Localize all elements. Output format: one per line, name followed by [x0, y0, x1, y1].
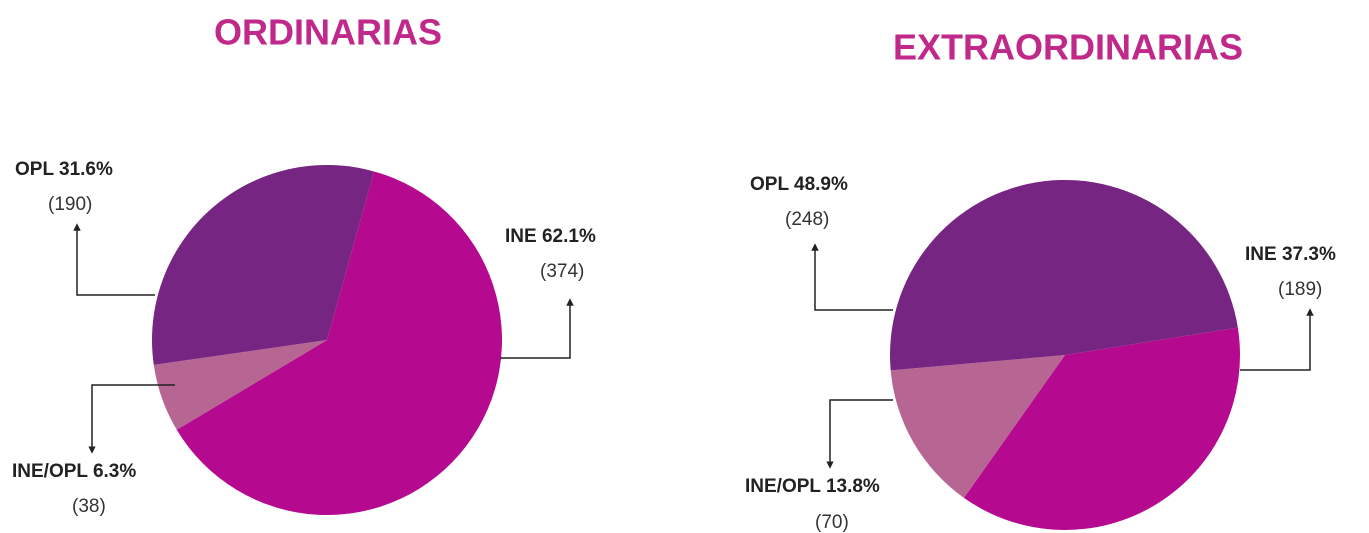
- leader-line: [826, 399, 893, 469]
- pie-slice: [890, 180, 1238, 371]
- slice-percent: 31.6%: [59, 159, 113, 180]
- slice-category: OPL: [15, 159, 54, 180]
- chart-title: EXTRAORDINARIAS: [893, 27, 1243, 68]
- slice-category: OPL: [750, 174, 789, 195]
- pie-slice: [176, 171, 502, 516]
- slice-label: OPL 31.6%: [15, 159, 113, 180]
- pie-slice: [963, 327, 1240, 530]
- slice-label: INE 62.1%: [505, 226, 596, 247]
- slice-count: (248): [785, 209, 829, 230]
- slice-percent: 62.1%: [542, 226, 596, 247]
- leader-line: [73, 223, 155, 296]
- slice-label: OPL 48.9%: [750, 174, 848, 195]
- slice-label: INE 37.3%: [1245, 244, 1336, 265]
- slice-label: INE/OPL 13.8%: [745, 476, 880, 497]
- slice-percent: 37.3%: [1282, 244, 1336, 265]
- slice-percent: 48.9%: [794, 174, 848, 195]
- leader-line: [1240, 308, 1314, 371]
- pie-slice: [151, 165, 375, 365]
- leader-line: [500, 298, 574, 359]
- leader-line: [88, 384, 175, 454]
- slice-category: INE: [1245, 244, 1277, 265]
- slice-count: (190): [48, 194, 92, 215]
- pie-slice: [890, 355, 1065, 498]
- slice-count: (374): [540, 261, 584, 282]
- leader-line: [811, 243, 893, 311]
- slice-category: INE/OPL: [745, 476, 821, 497]
- slice-count: (189): [1278, 279, 1322, 300]
- slice-category: INE: [505, 226, 537, 247]
- slice-count: (70): [815, 512, 849, 533]
- slice-count: (38): [72, 496, 106, 517]
- slice-category: INE/OPL: [12, 461, 88, 482]
- slice-percent: 6.3%: [93, 461, 136, 482]
- chart-title: ORDINARIAS: [214, 12, 442, 53]
- slice-percent: 13.8%: [826, 476, 880, 497]
- slice-label: INE/OPL 6.3%: [12, 461, 136, 482]
- pie-slice: [153, 340, 327, 430]
